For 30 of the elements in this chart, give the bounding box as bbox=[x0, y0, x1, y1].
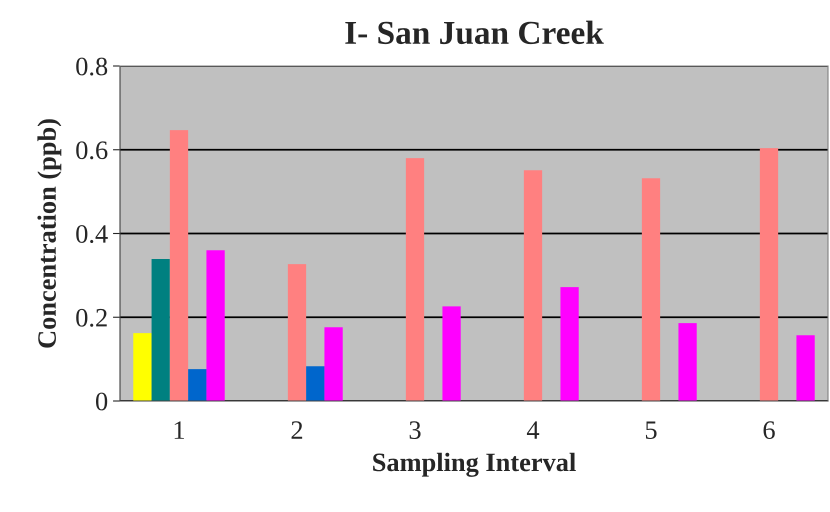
bar bbox=[524, 170, 542, 401]
bar bbox=[206, 250, 225, 401]
y-tick-label: 0.2 bbox=[76, 308, 107, 327]
y-tick-label: 0.6 bbox=[76, 141, 108, 160]
y-tick-label: 0.8 bbox=[76, 58, 108, 76]
x-axis-title: Sampling Interval bbox=[373, 452, 576, 477]
bar bbox=[560, 287, 579, 401]
bar bbox=[133, 333, 152, 401]
bar bbox=[642, 178, 660, 401]
y-tick-label: 0.4 bbox=[76, 225, 108, 244]
bar bbox=[188, 369, 206, 401]
x-tick-label: 1 bbox=[174, 421, 184, 439]
bar bbox=[796, 335, 815, 401]
bar bbox=[678, 323, 697, 401]
chart-title: I- San Juan Creek bbox=[345, 20, 604, 44]
bar bbox=[442, 306, 461, 401]
bar bbox=[760, 148, 778, 401]
x-tick-label: 2 bbox=[292, 421, 302, 439]
x-tick-label: 4 bbox=[526, 421, 540, 439]
bar bbox=[306, 366, 324, 401]
x-tick-label: 6 bbox=[764, 421, 775, 440]
bar bbox=[288, 264, 306, 401]
y-axis-title: Concentration (ppb) bbox=[37, 119, 62, 348]
bar bbox=[324, 327, 343, 401]
bar bbox=[406, 158, 424, 401]
x-tick-label: 5 bbox=[646, 421, 657, 440]
y-tick-label: 0 bbox=[96, 392, 108, 410]
bar bbox=[152, 259, 170, 401]
x-tick-label: 3 bbox=[410, 421, 421, 440]
bar bbox=[170, 130, 188, 401]
